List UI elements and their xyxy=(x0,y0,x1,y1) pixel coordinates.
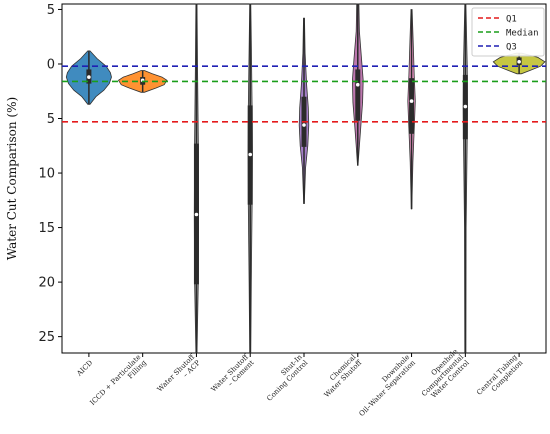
x-tick-label: ChemicalWater Shutoff xyxy=(317,352,364,399)
legend-label: Q3 xyxy=(506,43,517,53)
violin-median-dot xyxy=(248,152,253,157)
violin-median-dot xyxy=(517,60,521,64)
y-axis-title: Water Cut Comparison (%) xyxy=(5,97,19,260)
y-tick-label: 0 xyxy=(47,57,55,72)
y-tick-label: 5 xyxy=(47,112,55,127)
violin-8 xyxy=(462,3,468,354)
violin-5 xyxy=(298,17,310,204)
y-tick-label: 20 xyxy=(38,276,55,291)
reference-lines-layer xyxy=(62,65,546,123)
x-tick-label: Shut-InConing Control xyxy=(260,353,310,403)
violin-6 xyxy=(351,3,364,166)
legend: Q1 Median Q3 xyxy=(471,7,545,57)
x-tick-label: Water Shutoff– ACP xyxy=(156,352,203,399)
y-tick-label: 15 xyxy=(38,221,55,236)
violin-iqr-box xyxy=(355,69,361,121)
violin-7 xyxy=(407,9,416,210)
violin-3 xyxy=(193,3,200,354)
x-tick-label: Central TubingCompletion xyxy=(475,353,525,403)
violin-median-dot xyxy=(194,212,199,217)
violin-4 xyxy=(247,3,253,354)
legend-label: Q1 xyxy=(506,15,517,25)
x-tick-label: DownholeOil–Water Separation xyxy=(352,353,417,418)
x-tick-label: ICCD + ParticulateFilling xyxy=(89,353,149,413)
violin-median-dot xyxy=(302,123,306,127)
y-tick-label: 25 xyxy=(38,330,55,345)
violin-median-dot xyxy=(463,104,468,109)
x-tick-label: AICD xyxy=(75,358,95,378)
legend-box xyxy=(471,7,545,57)
y-tick-label: 10 xyxy=(38,167,55,182)
y-axis: 5 0 5 10 15 20 25 xyxy=(38,3,62,345)
violin-iqr-box xyxy=(409,78,415,134)
y-tick-label: 5 xyxy=(47,3,55,18)
violin-1 xyxy=(65,50,112,105)
legend-label: Median xyxy=(506,29,539,39)
violin-median-dot xyxy=(409,99,414,103)
x-tick-label: OpenholeCompartmentalWater Control xyxy=(414,347,471,404)
violin-median-dot xyxy=(87,75,91,79)
violin-9 xyxy=(492,52,546,75)
x-tick-label: Water Shutoff– Cement xyxy=(210,352,257,399)
violins-layer xyxy=(65,3,546,354)
violin-median-dot xyxy=(355,82,360,87)
